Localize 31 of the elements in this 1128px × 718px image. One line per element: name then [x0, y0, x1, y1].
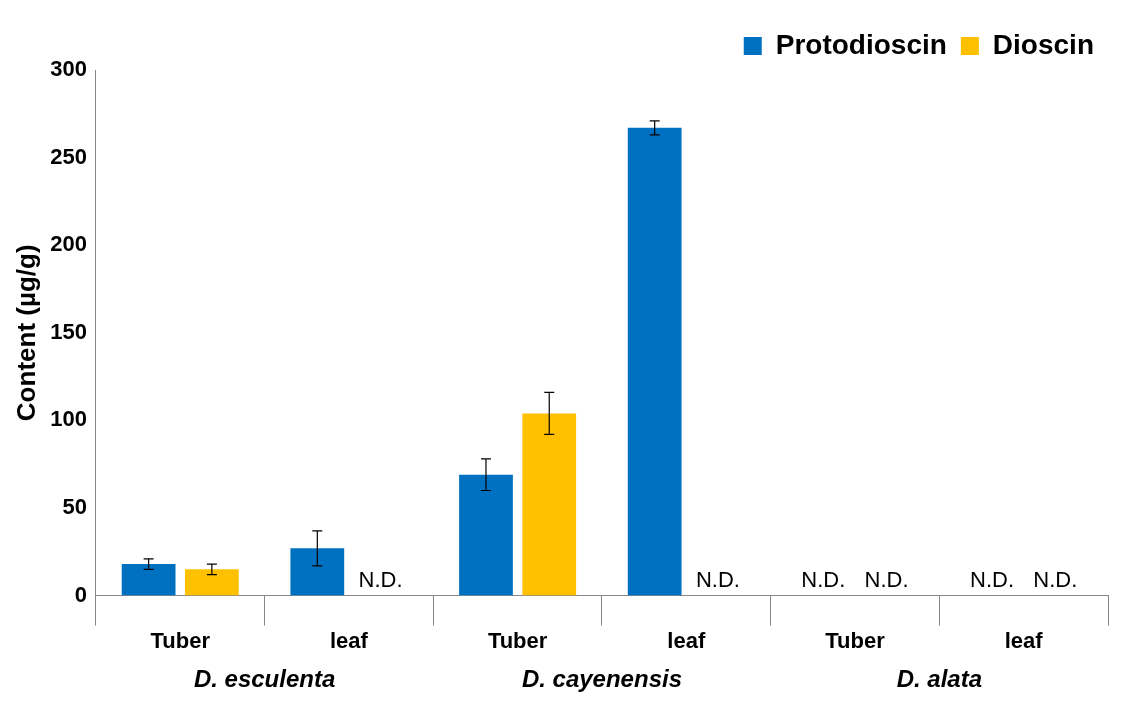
y-tick-label: 50 [62, 494, 87, 520]
bar [627, 127, 682, 596]
y-tick-label: 100 [50, 406, 87, 432]
text: N.D. [864, 566, 909, 592]
bar [290, 548, 345, 596]
text: N.D. [1033, 566, 1078, 592]
x-tick-label: Tuber [487, 627, 548, 653]
text: D. alata [896, 664, 983, 692]
text: D. cayenensis [521, 664, 682, 692]
bar [184, 569, 239, 596]
y-tick-label: 150 [50, 318, 87, 344]
x-tick-label: leaf [329, 627, 369, 653]
x-tick-label: leaf [667, 627, 706, 653]
x-tick-label: leaf [1004, 627, 1044, 653]
legend-label: Dioscin [992, 28, 1095, 60]
y-tick-label: 250 [50, 143, 87, 169]
y-axis-title: Content (µg/g) [10, 244, 41, 422]
text: N.D. [695, 566, 740, 592]
x-tick-label: Tuber [825, 627, 886, 653]
y-tick-label: 0 [74, 581, 87, 607]
x-tick-label: Tuber [150, 627, 211, 653]
y-tick-label: 300 [50, 56, 87, 82]
text: D. esculenta [193, 664, 336, 692]
bar [121, 564, 176, 596]
bar [459, 474, 513, 596]
bar [522, 413, 577, 596]
y-tick-label: 200 [50, 231, 87, 257]
legend-label: Protodioscin [775, 28, 947, 60]
text: N.D. [801, 566, 846, 592]
text: N.D. [970, 566, 1015, 592]
text: N.D. [358, 566, 403, 592]
